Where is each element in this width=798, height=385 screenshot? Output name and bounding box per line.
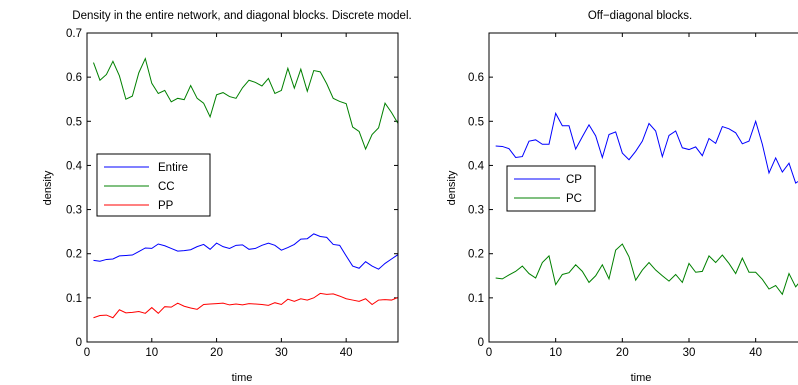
x-tick-label: 10 (549, 347, 562, 359)
x-tick-label: 20 (210, 347, 223, 359)
y-tick-label: 0.7 (66, 28, 82, 40)
legend-box (506, 165, 596, 212)
right-chart-legend: CP PC (506, 165, 596, 212)
right-chart-ticks: 0 10 20 30 40 0 0.1 0.2 0.3 0.4 0.5 0.6 (468, 33, 762, 359)
x-tick-label: 40 (749, 347, 762, 359)
right-chart-panel: Off−diagonal blocks. density time 0 10 20 3… (446, 10, 798, 384)
y-tick-label: 0.2 (66, 249, 82, 261)
right-chart-ylabel: density (446, 170, 458, 205)
legend-label-pp: PP (158, 200, 174, 212)
y-tick-label: 0.4 (468, 160, 485, 172)
legend-label-entire: Entire (158, 162, 188, 174)
x-tick-label: 20 (616, 347, 629, 359)
right-chart-series (495, 111, 798, 296)
legend-label-cc: CC (158, 181, 175, 193)
legend-label-cp: CP (566, 174, 582, 186)
right-chart-plot-area (488, 32, 798, 343)
y-tick-label: 0.2 (468, 249, 484, 261)
x-tick-label: 0 (486, 347, 492, 359)
y-tick-label: 0.3 (468, 205, 484, 217)
legend-label-pc: PC (566, 193, 582, 205)
left-chart-legend: Entire CC PP (96, 153, 211, 217)
series-line-entire (93, 233, 398, 270)
x-tick-label: 10 (145, 347, 158, 359)
x-tick-label: 30 (275, 347, 288, 359)
right-chart-xlabel: time (631, 372, 652, 384)
y-tick-label: 0 (478, 337, 484, 349)
left-chart-ticks: 0 10 20 30 40 0 0.1 0.2 0.3 0.4 0.5 0.6 0.7 (66, 28, 398, 359)
y-tick-label: 0.6 (468, 72, 484, 84)
y-tick-label: 0.4 (66, 160, 83, 172)
y-tick-label: 0.3 (66, 205, 82, 217)
y-tick-label: 0.5 (468, 116, 484, 128)
legend-box (96, 153, 211, 217)
y-tick-label: 0.5 (66, 116, 82, 128)
x-tick-label: 0 (84, 347, 90, 359)
right-chart-title: Off−diagonal blocks. (588, 10, 692, 22)
x-tick-label: 40 (340, 347, 353, 359)
left-chart-panel: Density in the entire network, and diago… (42, 10, 412, 384)
series-line-pp (93, 292, 398, 319)
series-line-cp (495, 111, 798, 184)
left-chart-title: Density in the entire network, and diago… (72, 10, 411, 22)
series-line-cc (93, 57, 398, 151)
left-chart-ylabel: density (42, 170, 54, 205)
x-tick-label: 30 (683, 347, 696, 359)
y-tick-label: 0.1 (468, 293, 484, 305)
left-chart-xlabel: time (232, 372, 253, 384)
left-chart-series (93, 57, 398, 319)
left-chart-plot-area (86, 32, 399, 343)
series-line-pc (495, 243, 798, 296)
y-tick-label: 0.6 (66, 72, 82, 84)
y-tick-label: 0 (76, 337, 82, 349)
y-tick-label: 0.1 (66, 293, 82, 305)
